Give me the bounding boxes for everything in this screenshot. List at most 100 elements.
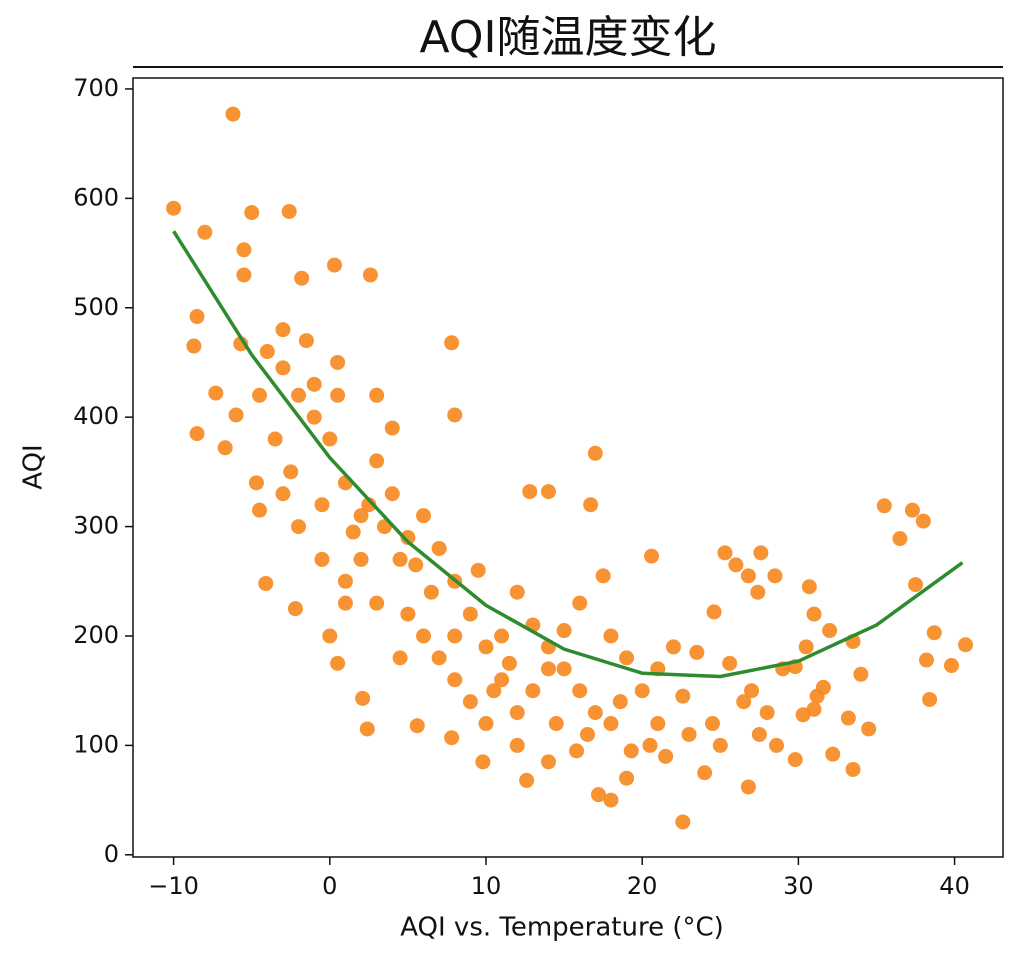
scatter-point [795, 707, 811, 723]
plot-frame [132, 77, 1004, 858]
scatter-point [217, 440, 233, 456]
scatter-point [314, 551, 330, 567]
scatter-point [359, 721, 375, 737]
scatter-point [612, 694, 628, 710]
scatter-point [769, 737, 785, 753]
scatter-point [736, 694, 752, 710]
scatter-point [361, 497, 377, 513]
scatter-point [689, 644, 705, 660]
scatter-point [337, 475, 353, 491]
scatter-point [225, 106, 241, 122]
scatter-point [603, 716, 619, 732]
scatter-point [759, 705, 775, 721]
scatter-point [603, 792, 619, 808]
scatter-point [892, 531, 908, 547]
scatter-point [740, 568, 756, 584]
scatter-point [275, 486, 291, 502]
scatter-point [494, 672, 510, 688]
scatter-point [189, 309, 205, 325]
scatter-point [298, 333, 314, 349]
scatter-point [478, 716, 494, 732]
scatter-point [908, 577, 924, 593]
x-tick-label: 40 [939, 872, 970, 900]
scatter-point [712, 737, 728, 753]
scatter-point [197, 224, 213, 240]
scatter-point [291, 387, 307, 403]
x-tick-label: 10 [471, 872, 502, 900]
scatter-point [825, 746, 841, 762]
scatter-point [658, 748, 674, 764]
scatter-point [751, 726, 767, 742]
y-tick-label: 500 [73, 293, 119, 321]
scatter-point [252, 387, 268, 403]
scatter-point [345, 524, 361, 540]
scatter-point [294, 270, 310, 286]
scatter-point [362, 267, 378, 283]
scatter-point [509, 705, 525, 721]
scatter-point [861, 721, 877, 737]
scatter-point [275, 322, 291, 338]
scatter-point [392, 650, 408, 666]
x-axis-label: AQI vs. Temperature (°C) [400, 913, 724, 943]
scatter-point [619, 770, 635, 786]
scatter-point [556, 661, 572, 677]
scatter-point [845, 761, 861, 777]
scatter-point [918, 652, 934, 668]
scatter-point [642, 737, 658, 753]
scatter-point [876, 498, 892, 514]
scatter-point [486, 683, 502, 699]
scatter-point [650, 716, 666, 732]
scatter-point [252, 502, 268, 518]
scatter-point [675, 688, 691, 704]
scatter-point [267, 431, 283, 447]
scatter-point [494, 628, 510, 644]
scatter-point [926, 625, 942, 641]
scatter-point [556, 623, 572, 639]
scatter-point [750, 584, 766, 600]
scatter-point [384, 420, 400, 436]
x-tick-label: 20 [627, 872, 658, 900]
scatter-point [330, 354, 346, 370]
scatter-point [236, 242, 252, 258]
scatter-point [722, 655, 738, 671]
scatter-point [943, 658, 959, 674]
scatter-point [408, 557, 424, 573]
scatter-point [283, 464, 299, 480]
scatter-point [423, 584, 439, 600]
y-tick-label: 200 [73, 621, 119, 649]
scatter-point [166, 200, 182, 216]
scatter-point [330, 387, 346, 403]
scatter-point [337, 595, 353, 611]
scatter-point [540, 484, 556, 500]
scatter-point [244, 205, 260, 221]
scatter-point [595, 568, 611, 584]
x-tick-label: 30 [783, 872, 814, 900]
scatter-point [353, 508, 369, 524]
scatter-point [355, 690, 371, 706]
scatter-point [915, 513, 931, 529]
scatter-point [744, 683, 760, 699]
scatter-point [306, 409, 322, 425]
scatter-point [475, 754, 491, 770]
scatter-point [728, 557, 744, 573]
scatter-point [904, 502, 920, 518]
scatter-point [587, 445, 603, 461]
scatter-point [186, 338, 202, 354]
y-axis-label: AQI [19, 444, 49, 489]
scatter-point [369, 595, 385, 611]
scatter-point [281, 203, 297, 219]
scatter-point [572, 595, 588, 611]
scatter-point [501, 655, 517, 671]
scatter-point [619, 650, 635, 666]
scatter-point [809, 688, 825, 704]
scatter-point [787, 752, 803, 768]
scatter-point [767, 568, 783, 584]
scatter-point [509, 584, 525, 600]
scatter-point [462, 606, 478, 622]
scatter-point [400, 530, 416, 546]
scatter-point [675, 814, 691, 830]
scatter-point [416, 628, 432, 644]
scatter-point [623, 743, 639, 759]
scatter-point [369, 387, 385, 403]
